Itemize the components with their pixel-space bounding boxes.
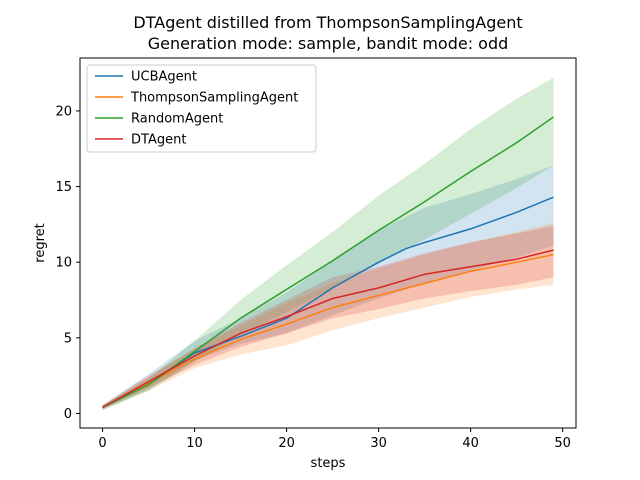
x-tick-label: 0 bbox=[98, 436, 106, 451]
band-ucbagent bbox=[102, 165, 554, 410]
y-axis-label: regret bbox=[33, 223, 48, 262]
legend-label-thompsonsamplingagent: ThompsonSamplingAgent bbox=[130, 91, 298, 106]
x-tick-label: 40 bbox=[462, 436, 479, 451]
y-tick-label: 15 bbox=[55, 180, 72, 195]
line-dtagent bbox=[102, 249, 554, 409]
y-tick-label: 10 bbox=[55, 256, 72, 271]
x-tick-label: 20 bbox=[278, 436, 295, 451]
x-tick-label: 50 bbox=[554, 436, 571, 451]
legend-label-ucbagent: UCBAgent bbox=[131, 70, 197, 85]
x-axis-label: steps bbox=[311, 456, 346, 471]
legend-label-dtagent: DTAgent bbox=[131, 133, 186, 148]
y-tick-label: 5 bbox=[64, 331, 72, 346]
chart-subtitle: Generation mode: sample, bandit mode: od… bbox=[148, 34, 509, 53]
line-randomagent bbox=[102, 116, 554, 409]
line-ucbagent bbox=[102, 196, 554, 409]
band-randomagent bbox=[102, 77, 554, 411]
axes-frame bbox=[79, 57, 577, 429]
legend-box bbox=[86, 64, 317, 153]
y-tick-label: 0 bbox=[64, 407, 72, 422]
x-tick-label: 30 bbox=[370, 436, 387, 451]
band-thompsonsamplingagent bbox=[102, 222, 554, 409]
y-axis-ticks: 0 5 10 15 20 bbox=[55, 104, 80, 422]
series-lines bbox=[102, 116, 554, 409]
y-tick-label: 20 bbox=[55, 104, 72, 119]
x-tick-label: 10 bbox=[186, 436, 203, 451]
chart-title: DTAgent distilled from ThompsonSamplingA… bbox=[133, 13, 522, 32]
line-thompsonsamplingagent bbox=[102, 253, 554, 409]
x-axis-ticks: 0 10 20 30 40 50 bbox=[98, 428, 571, 451]
legend-label-randomagent: RandomAgent bbox=[131, 112, 223, 127]
legend: UCBAgent ThompsonSamplingAgent RandomAgent… bbox=[86, 64, 317, 153]
